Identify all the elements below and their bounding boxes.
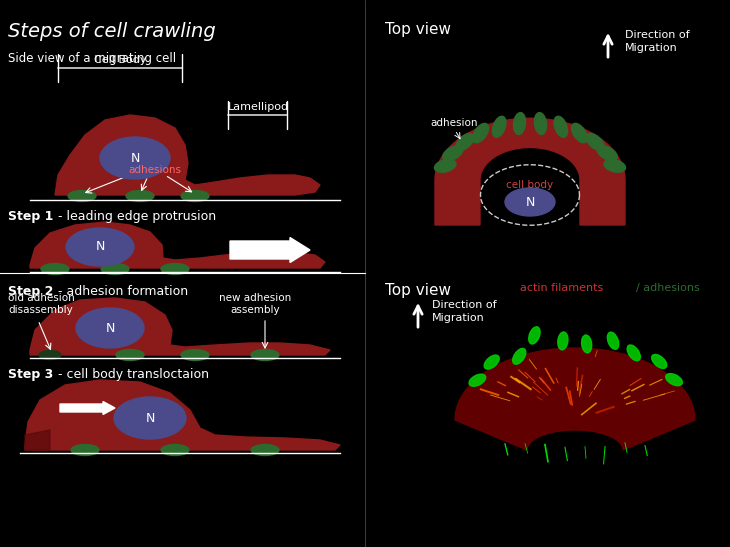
Text: adhesions: adhesions: [128, 165, 182, 175]
Ellipse shape: [652, 354, 666, 369]
Ellipse shape: [484, 355, 499, 369]
Text: Side view of a migrating cell: Side view of a migrating cell: [8, 52, 176, 65]
Ellipse shape: [469, 374, 485, 386]
Text: Step 1: Step 1: [8, 210, 53, 223]
Text: adhesion: adhesion: [430, 118, 477, 128]
Ellipse shape: [68, 190, 96, 201]
Ellipse shape: [251, 445, 279, 456]
Text: Lamellipod: Lamellipod: [228, 102, 288, 112]
Ellipse shape: [100, 137, 170, 179]
Ellipse shape: [66, 228, 134, 266]
Ellipse shape: [114, 397, 186, 439]
Text: actin filaments: actin filaments: [520, 283, 603, 293]
Ellipse shape: [572, 124, 588, 143]
Text: - cell body transloctaion: - cell body transloctaion: [58, 368, 209, 381]
Polygon shape: [25, 380, 340, 450]
Text: - adhesion formation: - adhesion formation: [58, 285, 188, 298]
Ellipse shape: [529, 327, 540, 344]
Text: Top view: Top view: [385, 283, 451, 298]
Ellipse shape: [513, 113, 526, 135]
Ellipse shape: [71, 445, 99, 456]
Ellipse shape: [666, 374, 683, 386]
Ellipse shape: [161, 445, 189, 456]
Text: cell body: cell body: [507, 180, 553, 190]
Text: / adhesions: / adhesions: [636, 283, 700, 293]
Text: N: N: [526, 195, 534, 208]
Ellipse shape: [604, 159, 626, 172]
Polygon shape: [25, 430, 50, 450]
Text: N: N: [96, 241, 104, 253]
Text: Top view: Top view: [385, 22, 451, 37]
Ellipse shape: [534, 113, 547, 135]
Ellipse shape: [442, 146, 463, 161]
Ellipse shape: [558, 332, 568, 350]
Text: old adhesion
disassembly: old adhesion disassembly: [8, 293, 74, 316]
Ellipse shape: [505, 188, 555, 216]
Text: Steps of cell crawling: Steps of cell crawling: [8, 22, 216, 41]
Ellipse shape: [627, 345, 640, 361]
Ellipse shape: [39, 351, 61, 359]
Ellipse shape: [181, 190, 209, 201]
Polygon shape: [30, 298, 330, 355]
Ellipse shape: [181, 350, 209, 360]
Ellipse shape: [607, 332, 619, 350]
Text: - leading edge protrusion: - leading edge protrusion: [58, 210, 216, 223]
Text: Cell Body: Cell Body: [93, 55, 146, 65]
Text: Direction of
Migration: Direction of Migration: [432, 300, 496, 323]
Ellipse shape: [101, 264, 129, 275]
Text: N: N: [131, 152, 139, 165]
Text: N: N: [105, 322, 115, 335]
FancyArrow shape: [60, 401, 115, 415]
Ellipse shape: [554, 117, 568, 137]
Ellipse shape: [161, 264, 189, 275]
Ellipse shape: [582, 335, 592, 353]
Ellipse shape: [251, 350, 279, 360]
Ellipse shape: [126, 190, 154, 201]
Text: N: N: [145, 411, 155, 424]
Polygon shape: [30, 222, 325, 268]
Text: Step 3: Step 3: [8, 368, 53, 381]
Ellipse shape: [434, 159, 456, 172]
Text: new adhesion
assembly: new adhesion assembly: [219, 293, 291, 316]
Polygon shape: [455, 348, 695, 450]
Ellipse shape: [76, 308, 144, 348]
Text: Step 2: Step 2: [8, 285, 53, 298]
Polygon shape: [435, 118, 625, 225]
Ellipse shape: [492, 117, 506, 137]
Ellipse shape: [472, 124, 488, 143]
Polygon shape: [55, 115, 320, 195]
Ellipse shape: [456, 133, 474, 150]
Text: Direction of
Migration: Direction of Migration: [625, 30, 690, 53]
Ellipse shape: [41, 264, 69, 275]
FancyArrow shape: [230, 237, 310, 263]
Ellipse shape: [597, 146, 618, 161]
Ellipse shape: [512, 348, 526, 364]
Ellipse shape: [586, 133, 604, 150]
Ellipse shape: [116, 350, 144, 360]
